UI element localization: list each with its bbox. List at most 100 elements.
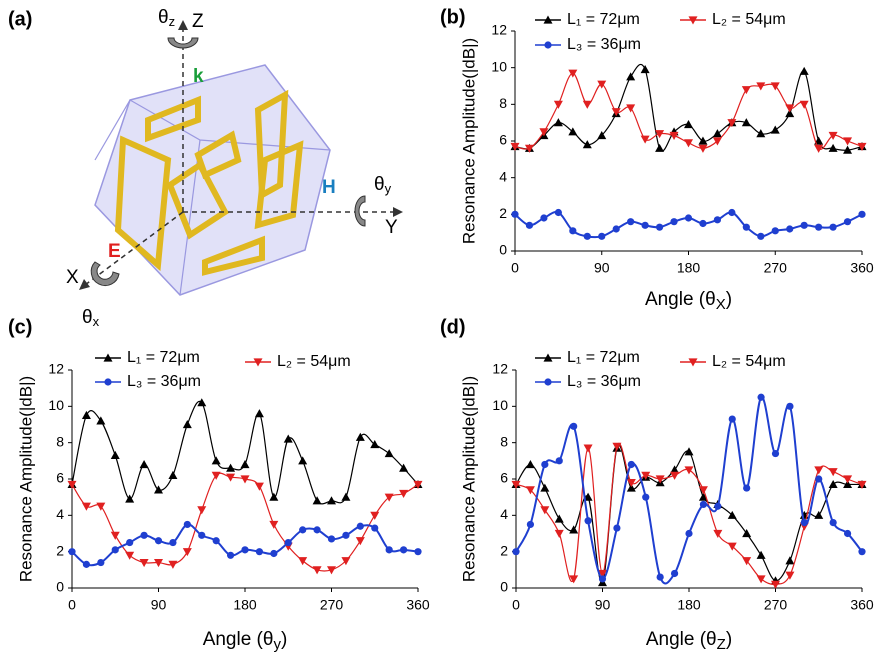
y-tick-label: 4: [500, 506, 508, 522]
marker: [183, 420, 192, 428]
marker: [814, 466, 823, 474]
theta: θ: [82, 307, 93, 328]
marker: [844, 530, 851, 537]
marker: [785, 556, 794, 564]
legend-label: L₂ = 54μm: [277, 353, 351, 370]
marker: [526, 222, 533, 229]
marker: [801, 222, 808, 229]
x-tick-label: 180: [677, 260, 701, 276]
y-tick-label: 8: [499, 95, 507, 111]
marker: [555, 209, 562, 216]
marker: [684, 139, 693, 147]
marker: [371, 524, 378, 531]
marker: [713, 530, 722, 538]
x-axis-label: X: [66, 267, 79, 288]
e-label: E: [108, 241, 121, 262]
marker: [786, 403, 793, 410]
marker: [356, 537, 365, 545]
marker: [700, 501, 707, 508]
y-tick-label: 2: [500, 542, 508, 558]
marker: [829, 468, 838, 476]
marker: [342, 532, 349, 539]
marker: [815, 475, 822, 482]
marker: [270, 550, 277, 557]
marker: [743, 224, 750, 231]
legend-label: L₃ = 36μm: [567, 373, 641, 390]
marker: [599, 575, 606, 582]
panel-label: (d): [440, 316, 466, 338]
marker: [155, 537, 162, 544]
marker: [858, 211, 865, 218]
x-tick-label: 0: [68, 597, 76, 613]
y-tick-label: 6: [499, 132, 507, 148]
subscript: y: [385, 181, 392, 196]
marker: [800, 67, 809, 75]
theta-x: θx: [82, 307, 100, 329]
y-axis-label: Resonance Amplitude(|dB|): [459, 38, 478, 244]
marker: [184, 521, 191, 528]
legend-marker: [544, 378, 551, 385]
marker: [255, 409, 264, 417]
x-axis-label-part: X: [716, 296, 726, 313]
marker: [526, 460, 535, 468]
theta-y: θy: [374, 174, 392, 196]
marker: [385, 449, 394, 457]
marker: [82, 411, 91, 419]
marker: [299, 526, 306, 533]
marker: [699, 220, 706, 227]
marker: [657, 574, 664, 581]
marker: [757, 575, 766, 583]
marker: [815, 224, 822, 231]
marker: [212, 472, 221, 480]
x-axis-label-part: ): [281, 629, 287, 650]
legend-marker: [544, 41, 551, 48]
marker: [555, 514, 564, 522]
marker: [729, 415, 736, 422]
panel-label: (b): [440, 6, 466, 28]
marker: [626, 104, 635, 112]
series-line: [515, 73, 862, 149]
marker: [829, 480, 838, 488]
marker: [400, 546, 407, 553]
x-tick-label: 0: [512, 597, 520, 613]
y-tick-label: 8: [56, 433, 64, 449]
y-tick-label: 12: [491, 22, 507, 38]
y-tick-label: 6: [500, 470, 508, 486]
marker: [197, 506, 206, 514]
marker: [285, 539, 292, 546]
marker: [554, 118, 563, 126]
marker: [554, 101, 563, 109]
marker: [555, 530, 564, 538]
x-tick-label: 0: [511, 260, 519, 276]
chart: (c)024681012090180270360Angle (θy)Resona…: [8, 316, 430, 653]
marker: [785, 572, 794, 580]
marker: [584, 517, 591, 524]
marker: [671, 570, 678, 577]
marker: [96, 416, 105, 424]
marker: [386, 546, 393, 553]
marker: [772, 450, 779, 457]
theta: θ: [374, 174, 385, 195]
marker: [140, 532, 147, 539]
marker: [269, 521, 278, 529]
y-tick-label: 4: [56, 506, 64, 522]
marker: [569, 525, 578, 533]
panel-label: (a): [8, 8, 32, 30]
marker: [540, 484, 549, 492]
marker: [814, 511, 823, 519]
marker: [512, 548, 519, 555]
marker: [728, 209, 735, 216]
marker: [256, 548, 263, 555]
diagram: (a) θz Z k H: [8, 7, 403, 329]
marker: [626, 72, 635, 80]
x-axis-label-part: ): [726, 289, 732, 310]
marker: [527, 521, 534, 528]
marker: [627, 218, 634, 225]
y-tick-label: 0: [500, 579, 508, 595]
y-tick-label: 12: [48, 361, 64, 377]
marker: [241, 546, 248, 553]
marker: [414, 548, 421, 555]
marker: [183, 548, 192, 556]
y-tick-label: 12: [492, 361, 508, 377]
